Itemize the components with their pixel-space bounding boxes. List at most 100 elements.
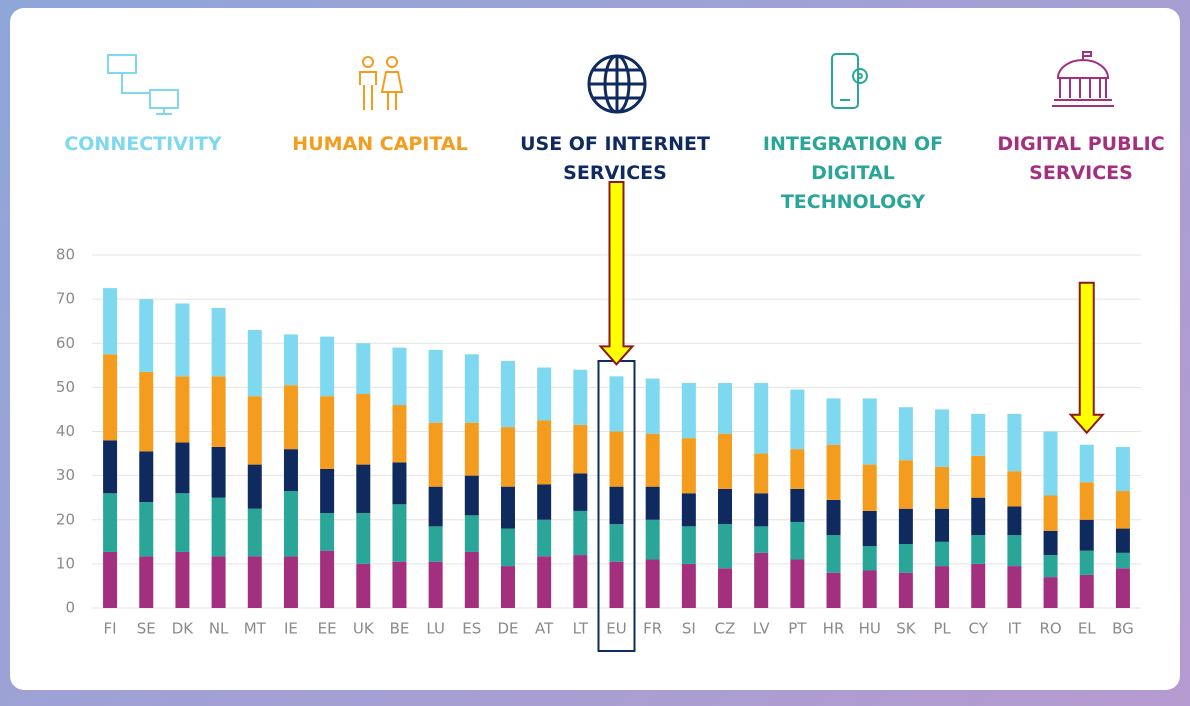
bar-segment [790, 521, 805, 560]
bar-segment [898, 407, 913, 461]
bar-segment [609, 486, 624, 525]
bar-segment [1007, 506, 1022, 536]
bar-segment [320, 469, 335, 514]
bar-segment [1007, 413, 1022, 472]
y-tick-label: 50 [56, 378, 75, 396]
bar-segment [935, 508, 950, 542]
bar-segment [283, 556, 298, 608]
bar-segment [862, 510, 877, 547]
bar-segment [826, 535, 841, 573]
icon-globe [587, 54, 647, 114]
bar-segment [718, 568, 733, 608]
bar-segment [175, 303, 190, 377]
bar-segment [356, 513, 371, 564]
bar-segment [500, 427, 515, 487]
bar-segment [681, 438, 696, 494]
bar-segment [935, 409, 950, 467]
bar-segment [971, 563, 986, 608]
bar-segment [1007, 566, 1022, 608]
bar-segment [211, 376, 226, 447]
bar-segment [500, 566, 515, 608]
bar-segment [681, 382, 696, 439]
y-tick-label: 20 [56, 510, 75, 528]
x-tick-label: SE [137, 620, 156, 638]
x-tick-label: LV [753, 620, 771, 638]
legend-entry: CONNECTIVITY [64, 133, 222, 155]
bar-segment [971, 535, 986, 564]
bar-segment [320, 550, 335, 608]
bar-segment [790, 389, 805, 450]
x-tick-label: HR [823, 620, 845, 638]
legend-entry: HUMAN CAPITAL [292, 133, 468, 155]
bar-segment [609, 376, 624, 432]
bar-segment [283, 491, 298, 557]
y-tick-label: 80 [56, 246, 75, 264]
bar-segment [247, 556, 262, 608]
bar-segment [537, 556, 552, 608]
bar-segment [247, 508, 262, 557]
x-tick-label: CY [969, 620, 989, 638]
bar-segment [898, 460, 913, 509]
bar-segment [247, 330, 262, 397]
bar-segment [609, 561, 624, 608]
bar-segment [175, 493, 190, 552]
bar-segment [500, 486, 515, 529]
y-tick-label: 10 [56, 554, 75, 572]
bar-segment [1115, 528, 1130, 553]
bar-segment [1007, 535, 1022, 567]
bar-segment [645, 433, 660, 487]
bar-segment [103, 354, 118, 441]
bar-segment [754, 382, 769, 454]
bar-segment [790, 559, 805, 608]
bar-segment [428, 486, 443, 527]
bar-segment [1043, 530, 1058, 556]
bar-segment [826, 499, 841, 536]
bar-segment [211, 446, 226, 498]
y-tick-label: 40 [56, 422, 75, 440]
bar-segment [826, 444, 841, 500]
bar-segment [500, 528, 515, 567]
x-tick-label: RO [1039, 620, 1061, 638]
bar-segment [211, 497, 226, 557]
bar-segment [718, 433, 733, 489]
bar-segment [1115, 491, 1130, 529]
icon-human [359, 56, 404, 110]
bar-segment [645, 486, 660, 520]
x-tick-label: IE [284, 620, 298, 638]
bar-segment [826, 398, 841, 445]
bar-segment [898, 544, 913, 573]
bar-segment [1079, 482, 1094, 520]
bar-segment [139, 502, 154, 557]
bar-segment [464, 354, 479, 423]
bar-segment [428, 422, 443, 487]
bar-segment [356, 563, 371, 608]
bar-segment [1079, 444, 1094, 483]
bar-segment [247, 464, 262, 509]
icon-connectivity [107, 54, 179, 115]
bar-segment [537, 420, 552, 485]
bar-segment [283, 334, 298, 386]
x-tick-label: IT [1008, 620, 1022, 638]
bar-segment [862, 398, 877, 465]
bar-segment [103, 551, 118, 608]
bar-segment [573, 555, 588, 608]
bar-segment [971, 455, 986, 498]
bar-segment [537, 484, 552, 520]
bar-segment [1043, 431, 1058, 496]
bar-segment [971, 413, 986, 456]
bar-segment [681, 526, 696, 564]
bar-segment [320, 513, 335, 551]
bar-segment [718, 488, 733, 525]
bar-segment [935, 566, 950, 608]
arrow [598, 181, 635, 366]
bar-segment [175, 376, 190, 443]
x-tick-label: EE [318, 620, 337, 638]
bar-segment [356, 393, 371, 465]
bar-segment [1115, 552, 1130, 569]
bar-segment [103, 440, 118, 494]
icon-public [1052, 51, 1114, 107]
bar-segment [790, 449, 805, 489]
y-tick-label: 60 [56, 334, 75, 352]
bar-segment [392, 347, 407, 406]
